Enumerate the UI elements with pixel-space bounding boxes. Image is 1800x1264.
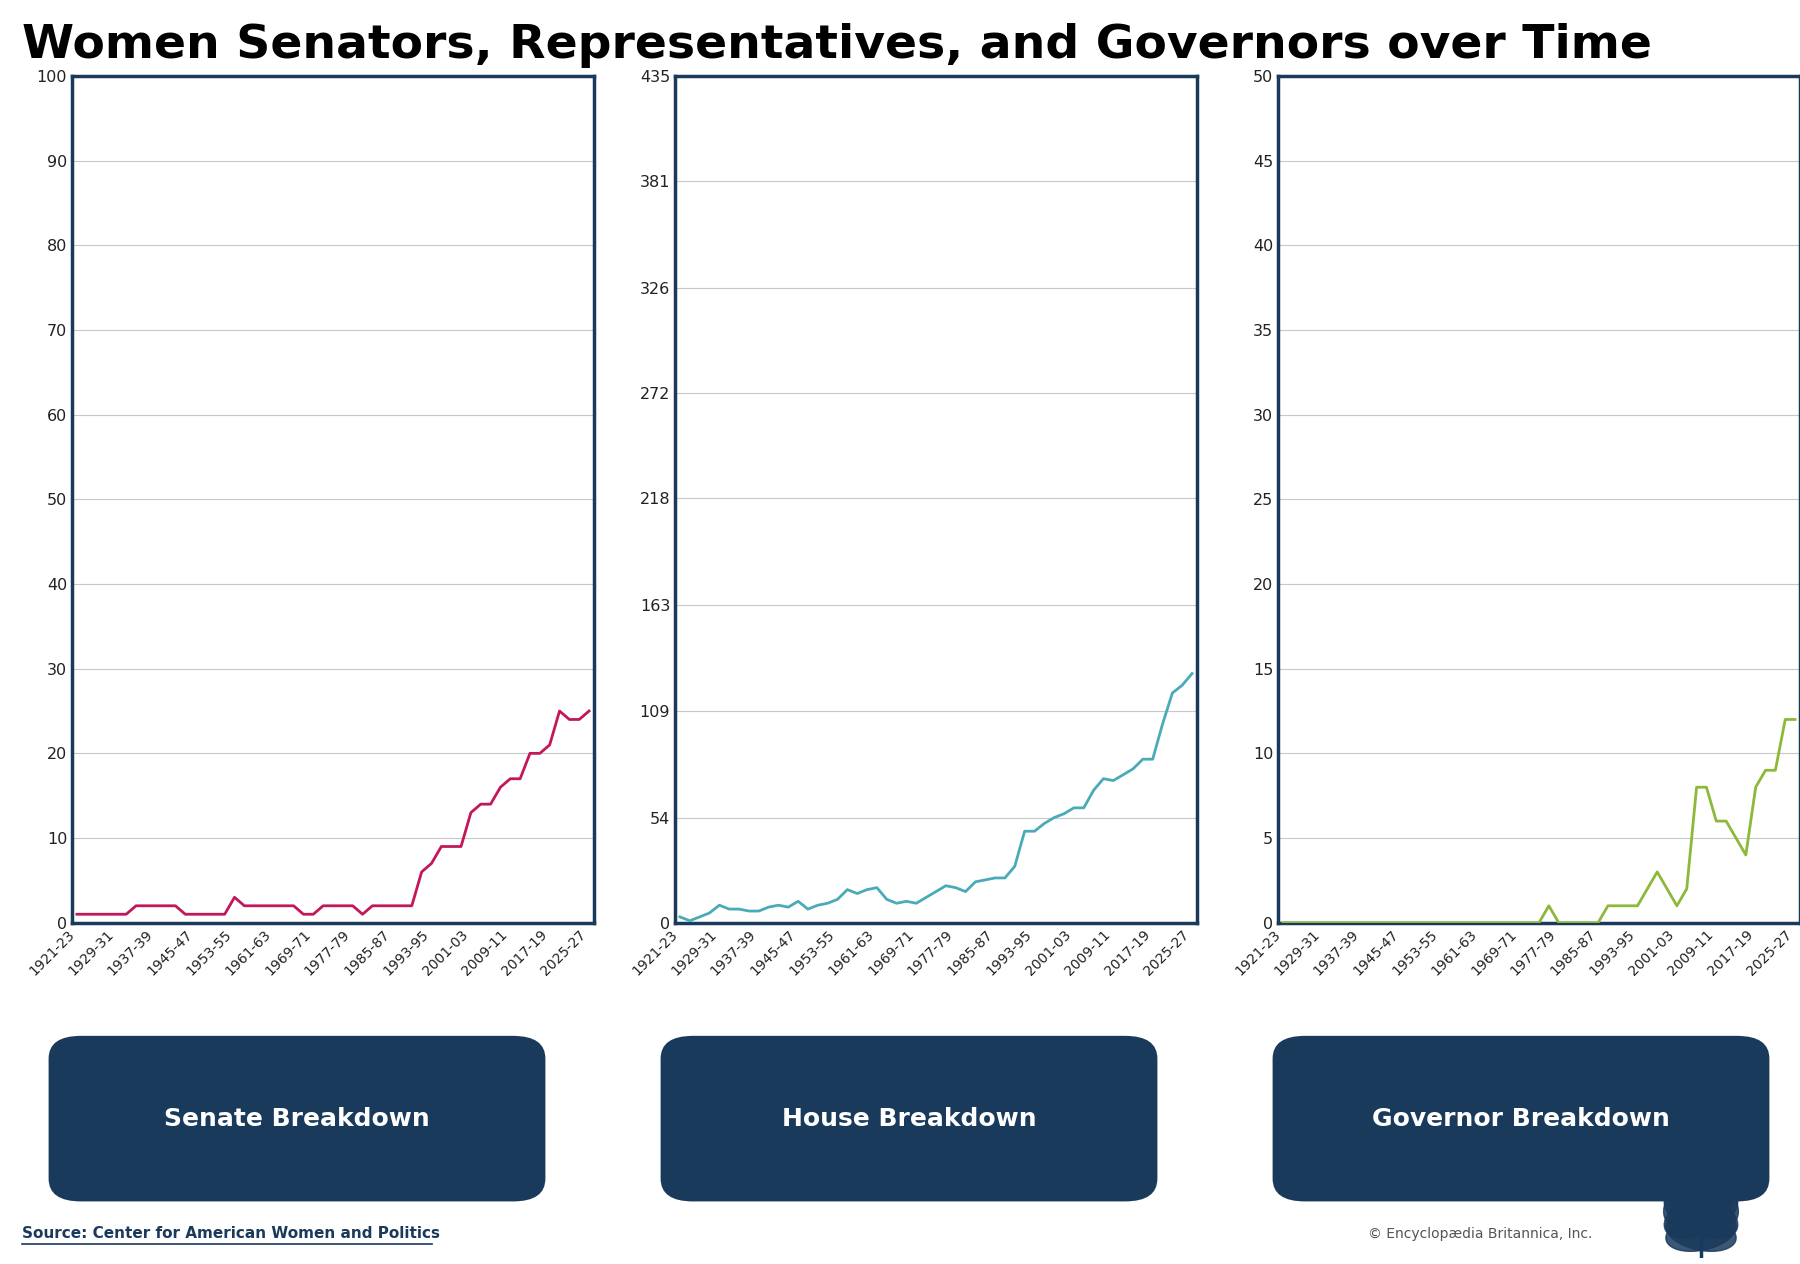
Polygon shape <box>1665 1213 1737 1251</box>
Text: Women Senators, Representatives, and Governors over Time: Women Senators, Representatives, and Gov… <box>22 23 1651 68</box>
Polygon shape <box>1663 1162 1739 1227</box>
Text: House Breakdown: House Breakdown <box>781 1107 1037 1130</box>
Polygon shape <box>1669 1134 1733 1217</box>
Text: Senate Breakdown: Senate Breakdown <box>164 1107 430 1130</box>
Polygon shape <box>1676 1115 1726 1211</box>
Legend: House # Women: House # Women <box>839 1154 1033 1186</box>
Polygon shape <box>1663 1162 1739 1227</box>
Polygon shape <box>1665 1213 1737 1251</box>
Legend: Governor # Women: Governor # Women <box>1429 1154 1649 1186</box>
Polygon shape <box>1665 1188 1737 1239</box>
Text: © Encyclopædia Britannica, Inc.: © Encyclopædia Britannica, Inc. <box>1368 1227 1593 1241</box>
Text: Source: Center for American Women and Politics: Source: Center for American Women and Po… <box>22 1226 439 1241</box>
Polygon shape <box>1669 1134 1733 1217</box>
Text: Governor Breakdown: Governor Breakdown <box>1372 1107 1670 1130</box>
Polygon shape <box>1665 1188 1737 1239</box>
Legend: Senate # Women: Senate # Women <box>232 1154 434 1186</box>
